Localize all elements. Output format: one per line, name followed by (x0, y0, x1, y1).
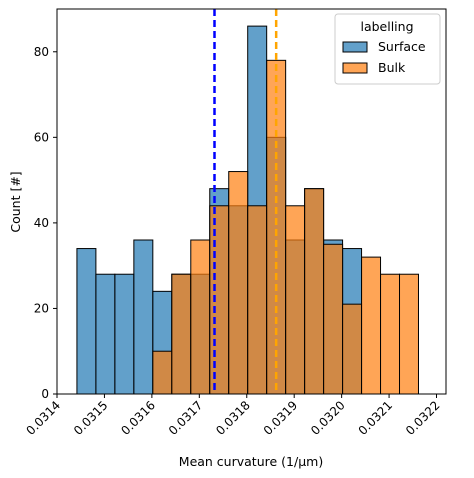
x-tick-label: 0.0322 (403, 398, 443, 438)
bar-bulk-8 (228, 171, 249, 395)
x-ticks: 0.0314 0.0315 0.0316 0.0317 0.0318 0.0319 0.03… (24, 394, 443, 438)
y-ticks: 0 20 40 60 80 (34, 45, 57, 401)
bar-bulk-11 (285, 205, 306, 395)
bar-bulk-5 (171, 273, 192, 395)
y-tick-label: 40 (34, 216, 49, 230)
bar-bulk-12 (304, 188, 325, 395)
bar-bulk-7 (209, 205, 230, 395)
bar-bulk-9 (247, 205, 268, 395)
x-tick-label: 0.0315 (71, 398, 111, 438)
x-tick-label: 0.0314 (24, 398, 64, 438)
y-tick-label: 80 (34, 45, 49, 59)
legend-label-bulk: Bulk (378, 60, 406, 75)
x-tick-label: 0.0320 (308, 398, 348, 438)
x-tick-label: 0.0321 (356, 398, 396, 438)
y-tick-label: 0 (41, 387, 49, 401)
x-tick-label: 0.0316 (118, 398, 158, 438)
legend-swatch-bulk (342, 62, 368, 74)
y-tick-label: 20 (34, 301, 49, 315)
y-tick-label: 60 (34, 130, 49, 144)
bar-surface-3 (133, 239, 154, 395)
bar-bulk-6 (190, 239, 211, 395)
bar-surface-1 (95, 273, 116, 395)
bar-bulk-15 (361, 256, 382, 395)
bar-bulk-14 (342, 303, 363, 395)
legend-swatch-surface (342, 41, 368, 53)
legend: labelling Surface Bulk (334, 13, 441, 85)
plot-frame (56, 8, 447, 395)
bar-bulk-17 (399, 273, 419, 395)
reference-lines (213, 9, 278, 394)
bar-bulk-13 (323, 243, 344, 395)
legend-label-surface: Surface (378, 39, 426, 54)
bar-bulk-4 (152, 350, 173, 395)
x-tick-label: 0.0317 (166, 398, 206, 438)
x-tick-label: 0.0318 (213, 398, 253, 438)
bar-surface-2 (114, 273, 135, 395)
x-axis-label: Mean curvature (1/µm) (179, 454, 323, 469)
x-tick-label: 0.0319 (261, 398, 301, 438)
legend-title: labelling (360, 19, 413, 34)
bar-surface-0 (76, 248, 97, 395)
bar-bulk-16 (380, 273, 401, 395)
y-axis-label: Count [#] (8, 171, 23, 232)
